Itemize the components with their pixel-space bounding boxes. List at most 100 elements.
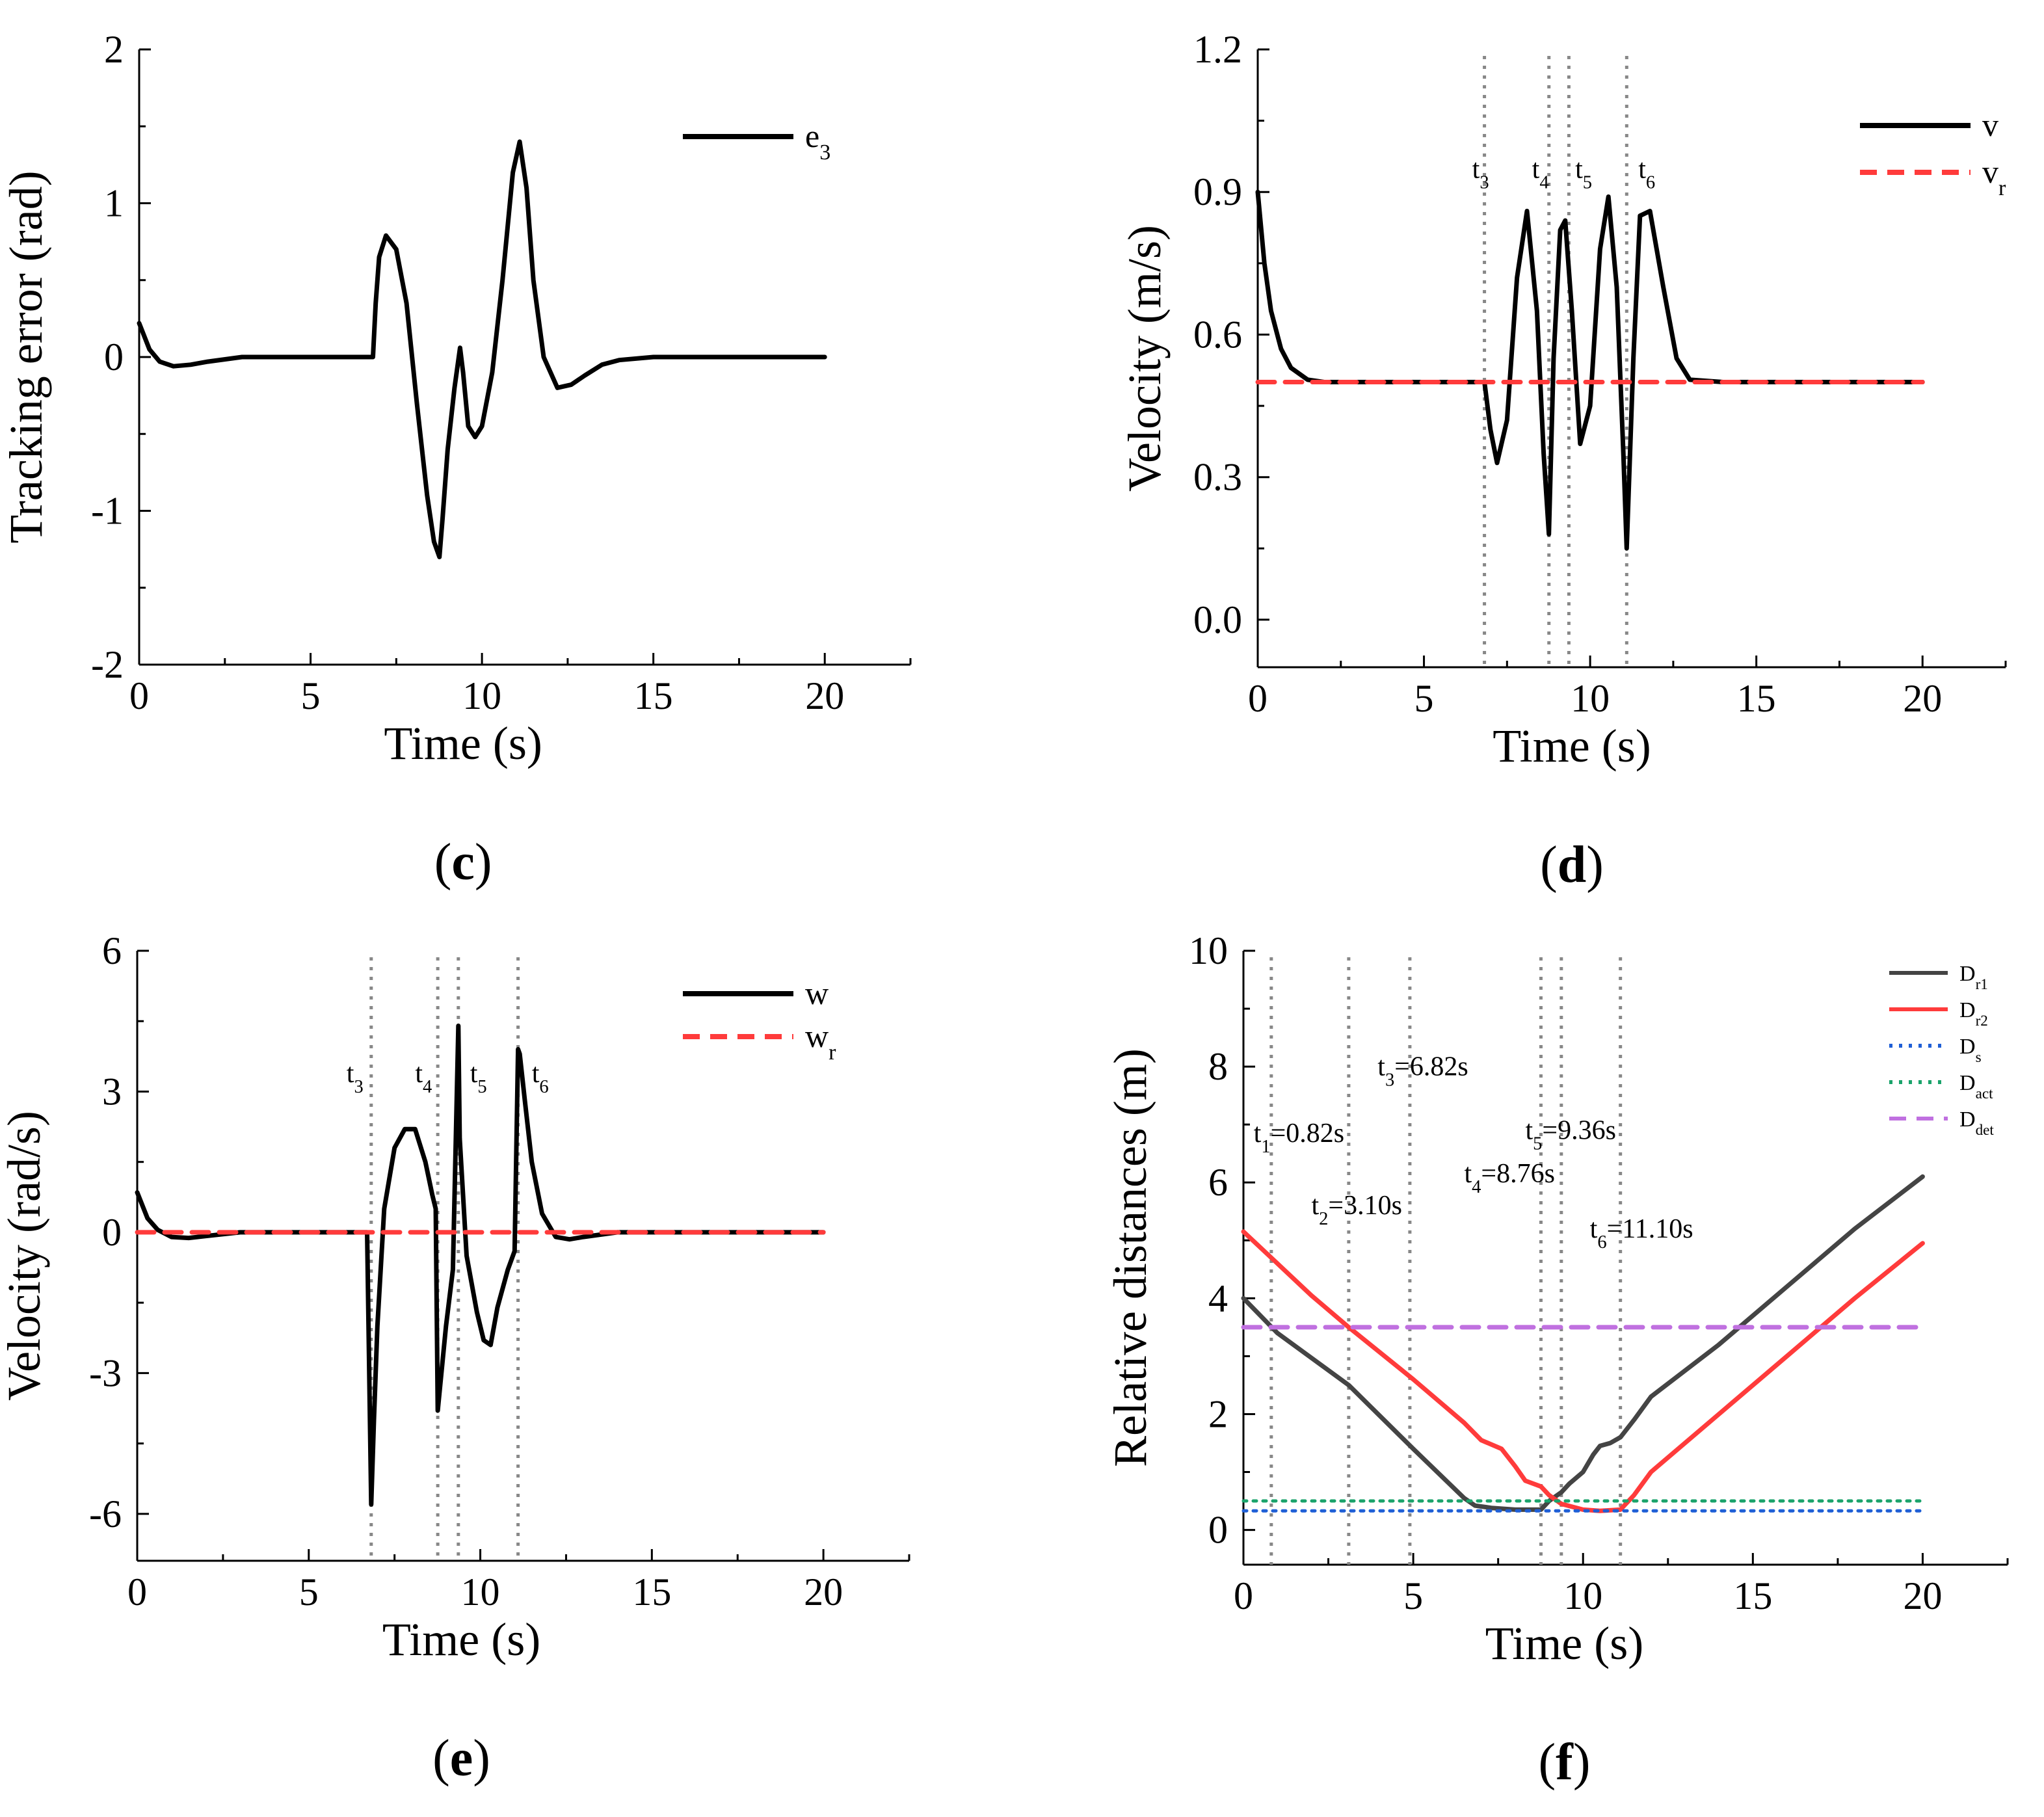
panel-label: (e) [432, 1730, 490, 1787]
x-tick-label: 10 [1571, 677, 1610, 720]
time-annotation-rest: =8.76s [1481, 1159, 1555, 1189]
time-annotation-rest: =3.10s [1328, 1191, 1402, 1221]
y-tick-label: 0.0 [1193, 598, 1242, 641]
legend-label-sub: r2 [1976, 1013, 1988, 1029]
y-axis-title: Relative distances (m) [1104, 1048, 1156, 1467]
x-tick-label: 15 [632, 1571, 671, 1613]
y-axis-title: Velocity (m/s) [1119, 225, 1171, 492]
legend-label: Ddet [1959, 1107, 1994, 1139]
time-annotation: t4 [1532, 154, 1549, 192]
time-annotation-base: t [347, 1059, 354, 1089]
time-annotation-sub: 3 [1480, 172, 1489, 192]
time-annotation-sub: 6 [1597, 1232, 1606, 1252]
legend-label-base: D [1959, 998, 1976, 1022]
time-annotation-sub: 1 [1261, 1136, 1270, 1156]
y-tick-label: 2 [1208, 1392, 1228, 1435]
x-tick-label: 0 [1248, 677, 1268, 720]
time-annotation-base: t [1525, 1115, 1533, 1145]
time-annotation: t5 [470, 1059, 487, 1097]
panel-label-close: ) [1573, 1734, 1591, 1791]
series-line-v [1255, 189, 1925, 551]
y-tick-label: 0 [102, 1211, 122, 1254]
x-tick-label: 10 [1563, 1574, 1602, 1617]
legend-label-sub: r [829, 1041, 836, 1065]
x-tick-label: 5 [1403, 1574, 1423, 1617]
time-annotation-base: t [1472, 154, 1480, 184]
x-axis-title: Time (s) [382, 1613, 540, 1665]
series-line-dr2 [1241, 1229, 1925, 1513]
legend-label-base: D [1959, 1035, 1976, 1059]
legend-label: e3 [805, 118, 830, 165]
panel-e: 0 5 10 15 20 -6 -3 0 3 6 Time (s) Velocity (rad/s) t… [0, 929, 910, 1787]
y-tick-label: 1 [104, 182, 124, 225]
time-annotation-base: t [1638, 154, 1646, 184]
panel-label: (d) [1540, 836, 1604, 894]
panel-label-open: ( [434, 834, 452, 891]
panel-label-close: ) [1586, 836, 1604, 894]
x-tick-label: 0 [1234, 1574, 1253, 1617]
legend-label: w [805, 975, 829, 1011]
time-annotation-base: t [415, 1059, 423, 1089]
time-annotation: t6=11.10s [1590, 1214, 1693, 1253]
time-annotation: t5 [1575, 154, 1592, 192]
y-tick-label: 4 [1208, 1277, 1228, 1320]
time-annotation-sub: 2 [1319, 1209, 1328, 1229]
y-tick-label: 3 [102, 1070, 122, 1113]
time-annotation: t3 [347, 1059, 364, 1097]
y-tick-label: 1.2 [1193, 28, 1242, 71]
time-annotation-rest: =9.36s [1542, 1115, 1616, 1145]
legend-label: vr [1982, 153, 2006, 200]
legend-label-base: v [1982, 107, 1998, 143]
y-tick-label: 6 [102, 929, 122, 972]
time-annotation-rest: =11.10s [1607, 1214, 1693, 1244]
time-annotation: t4=8.76s [1464, 1159, 1554, 1197]
x-tick-label: 20 [1903, 677, 1942, 720]
y-tick-label: -3 [89, 1351, 122, 1394]
y-axis-title: Tracking error (rad) [0, 170, 52, 543]
x-axis-title: Time (s) [1493, 720, 1651, 772]
legend-label-sub: act [1976, 1085, 1994, 1102]
legend-label-sub: 3 [819, 140, 830, 165]
panel-d: 0 5 10 15 20 0.0 0.3 0.6 0.9 1.2 Time (s) Velocity … [1119, 28, 2007, 894]
series-line-dr1 [1241, 1174, 1925, 1512]
legend-label-base: w [805, 975, 829, 1011]
legend-label: wr [805, 1018, 836, 1065]
y-tick-label: -1 [91, 490, 124, 533]
panel-label-letter: c [451, 834, 475, 891]
panel-label-letter: d [1558, 836, 1587, 894]
x-tick-label: 5 [1414, 677, 1434, 720]
time-annotation-base: t [1254, 1119, 1262, 1148]
legend-label: Ds [1959, 1035, 1982, 1066]
legend-label-base: w [805, 1018, 829, 1054]
time-annotation: t5=9.36s [1525, 1115, 1615, 1154]
time-annotation-sub: 4 [423, 1077, 432, 1097]
time-annotation-base: t [1377, 1052, 1385, 1081]
series-line-e3 [137, 139, 827, 559]
panel-label-open: ( [1539, 1734, 1556, 1791]
time-annotation: t3 [1472, 154, 1489, 192]
x-tick-label: 15 [634, 674, 673, 717]
time-annotation: t1=0.82s [1254, 1119, 1344, 1157]
panel-label-letter: f [1556, 1734, 1574, 1791]
time-annotation-sub: 4 [1472, 1177, 1481, 1197]
y-tick-label: -6 [89, 1492, 122, 1535]
time-annotation-base: t [1590, 1214, 1598, 1244]
time-annotation-sub: 3 [1385, 1070, 1394, 1090]
y-tick-label: 2 [104, 28, 124, 71]
legend-label: Dr1 [1959, 962, 1988, 993]
time-annotation: t2=3.10s [1311, 1191, 1401, 1229]
y-axis-title: Velocity (rad/s) [0, 1111, 50, 1401]
time-annotation: t6 [532, 1059, 549, 1097]
time-annotation-base: t [1311, 1191, 1319, 1221]
time-annotation: t4 [415, 1059, 432, 1097]
x-axis-title: Time (s) [384, 717, 542, 769]
y-tick-label: -2 [91, 643, 124, 686]
y-tick-label: 6 [1208, 1161, 1228, 1204]
series-line-w [135, 1023, 826, 1507]
legend-label-sub: r [1998, 176, 2006, 200]
legend-label-base: D [1959, 1071, 1976, 1095]
time-annotation-sub: 6 [539, 1077, 548, 1097]
